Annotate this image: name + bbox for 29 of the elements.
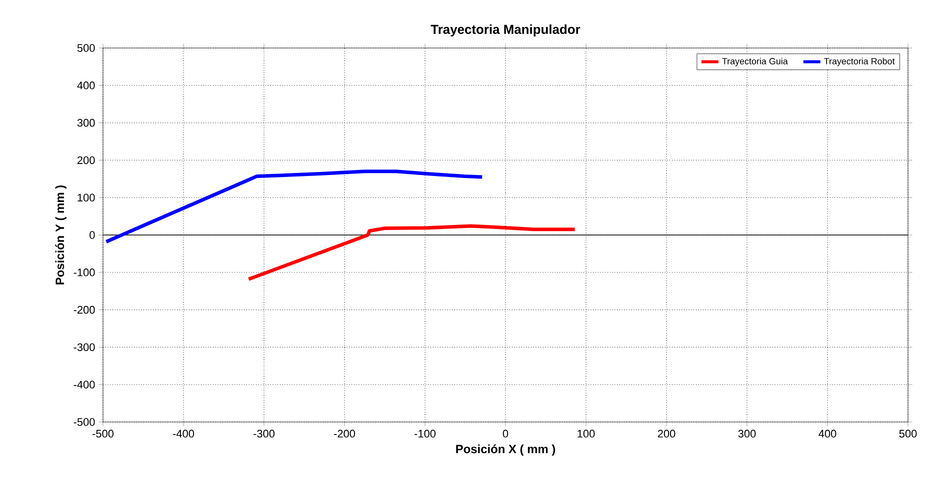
line-series — [104, 170, 484, 244]
x-tick-label: -100 — [414, 430, 436, 438]
y-tick-label: 100 — [78, 194, 95, 202]
x-axis-title: Posición X ( mm ) — [456, 444, 556, 456]
line-series — [246, 224, 576, 281]
y-tick-label: 400 — [77, 82, 95, 90]
x-tick-label: -200 — [334, 430, 356, 438]
x-tick-label: -300 — [254, 430, 275, 438]
x-tick-label: 0 — [502, 430, 508, 438]
x-tick-label: 200 — [658, 430, 676, 438]
y-tick-label: 300 — [77, 118, 95, 127]
x-tick-label: 500 — [899, 430, 917, 438]
x-tick-label: -500 — [92, 430, 114, 438]
legend-label: Trayectoria Guia — [722, 58, 788, 66]
y-tick-label: -100 — [74, 268, 95, 276]
y-tick-label: 200 — [77, 156, 95, 164]
y-tick-label: 500 — [77, 44, 95, 52]
x-tick-label: 100 — [578, 430, 595, 438]
x-tick-label: 300 — [738, 430, 756, 438]
x-tick-label: 400 — [818, 430, 836, 438]
y-tick-label: 0 — [90, 231, 95, 239]
y-tick-label: -400 — [74, 380, 95, 388]
x-tick-label: -400 — [173, 430, 194, 438]
chart-title: Trayectoria Manipulador — [430, 24, 580, 37]
y-tick-label: -500 — [74, 418, 95, 426]
legend-label: Trayectoria Robot — [824, 58, 895, 66]
y-axis-title: Posición Y ( mm ) — [55, 185, 66, 284]
y-tick-label: -300 — [74, 343, 95, 352]
y-tick-label: -200 — [74, 306, 95, 314]
